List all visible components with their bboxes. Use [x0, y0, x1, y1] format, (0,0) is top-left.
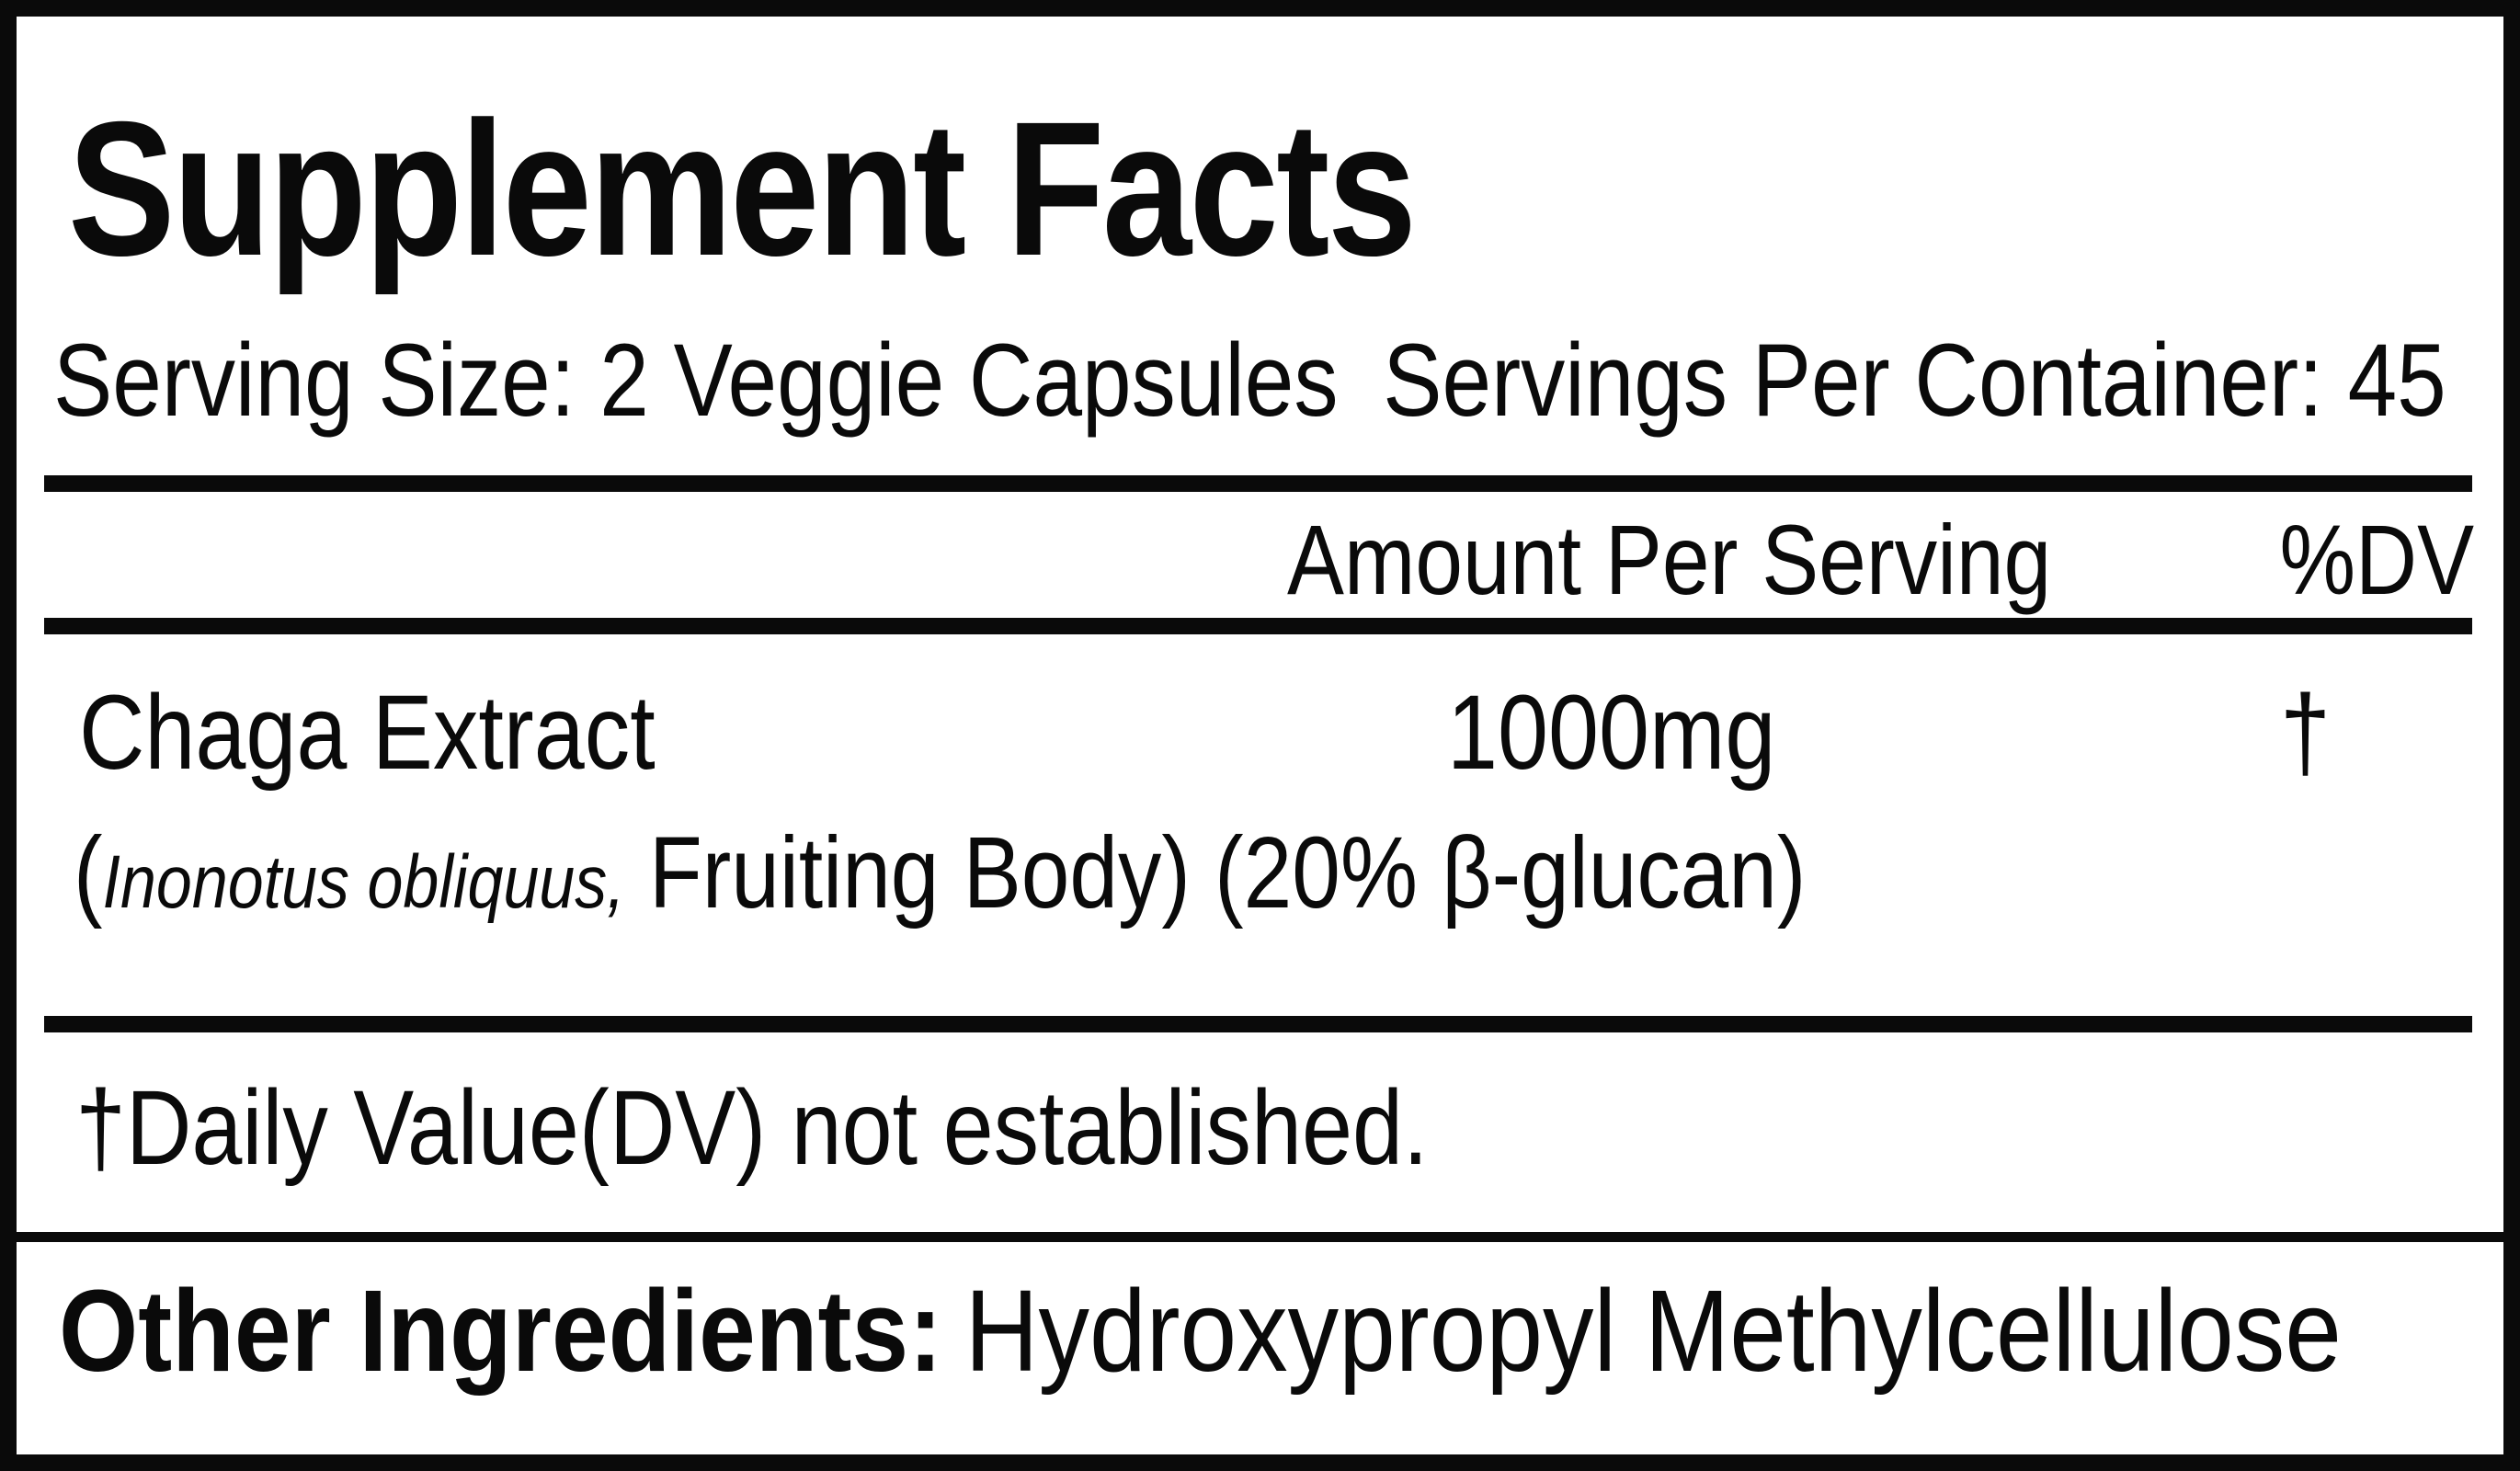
- column-header-amount-per-serving: Amount Per Serving: [1287, 504, 2052, 615]
- serving-size: Serving Size: 2 Veggie Capsules: [53, 323, 1339, 438]
- dv-footnote: †Daily Value(DV) not established.: [75, 1069, 1429, 1187]
- ingredient-dv-dagger: †: [2280, 674, 2332, 792]
- rule-above-other-ingredients: [17, 1232, 2503, 1242]
- servings-per-container: Servings Per Container: 45: [1383, 323, 2446, 438]
- other-ingredients-value: Hydroxypropyl Methylcellulose: [964, 1266, 2342, 1396]
- rule-above-footnote: [44, 1016, 2472, 1032]
- detail-rest: Fruiting Body) (20% β-glucan): [624, 816, 1807, 929]
- panel-title: Supplement Facts: [68, 83, 1417, 296]
- ingredient-name: Chaga Extract: [79, 674, 656, 792]
- rule-above-header: [44, 475, 2472, 492]
- other-ingredients-line: Other Ingredients: Hydroxypropyl Methylce…: [59, 1273, 2342, 1389]
- rule-below-header: [44, 618, 2472, 634]
- ingredient-latin-name: Inonotus obliquus,: [102, 840, 625, 924]
- ingredient-amount: 1000mg: [1447, 674, 1776, 792]
- ingredient-detail: (Inonotus obliquus, Fruiting Body) (20% …: [74, 823, 1806, 924]
- detail-open-paren: (: [74, 816, 103, 929]
- other-ingredients-label: Other Ingredients:: [59, 1266, 943, 1396]
- column-header-percent-dv: %DV: [2279, 504, 2474, 615]
